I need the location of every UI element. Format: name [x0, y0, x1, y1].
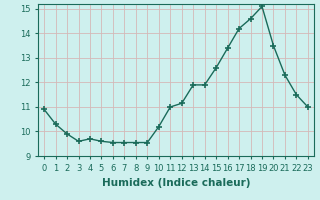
X-axis label: Humidex (Indice chaleur): Humidex (Indice chaleur) — [102, 178, 250, 188]
